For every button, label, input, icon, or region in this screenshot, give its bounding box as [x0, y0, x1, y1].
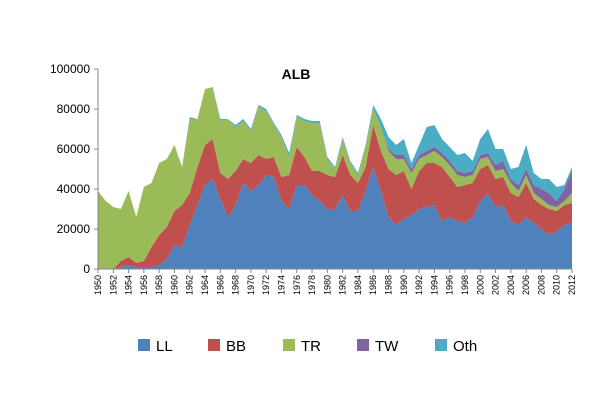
- legend: LL BB TR TW Oth: [138, 338, 477, 355]
- chart-title: ALB: [282, 66, 311, 82]
- series-area-ll: [98, 167, 572, 269]
- legend-swatch: [357, 339, 369, 351]
- y-tick-label: 100000: [50, 62, 90, 76]
- x-tick-label: 2000: [475, 275, 485, 295]
- x-tick-label: 2004: [506, 275, 516, 295]
- x-tick-label: 1964: [200, 275, 210, 295]
- x-axis-ticks: 1950 1952 1954 1956 1958 1960 1962 1964 1966 1968…: [93, 269, 577, 295]
- legend-item-tr: TR: [283, 338, 321, 355]
- x-tick-label: 2010: [552, 275, 562, 295]
- x-tick-label: 1960: [169, 275, 179, 295]
- legend-label: TR: [301, 338, 321, 355]
- x-tick-label: 1980: [322, 275, 332, 295]
- x-tick-label: 1996: [445, 275, 455, 295]
- legend-label: TW: [375, 338, 399, 355]
- axes: [97, 69, 572, 270]
- x-tick-label: 1976: [292, 275, 302, 295]
- legend-label: LL: [156, 338, 173, 355]
- x-tick-label: 1968: [231, 275, 241, 295]
- x-tick-label: 1986: [368, 275, 378, 295]
- x-tick-label: 2008: [536, 275, 546, 295]
- y-tick-label: 80000: [57, 102, 91, 116]
- legend-swatch: [435, 339, 447, 351]
- x-tick-label: 1958: [154, 275, 164, 295]
- x-tick-label: 1950: [93, 275, 103, 295]
- x-tick-label: 2006: [521, 275, 531, 295]
- y-tick-label: 0: [83, 262, 90, 276]
- series-area-tr: [98, 87, 572, 269]
- x-tick-label: 1970: [246, 275, 256, 295]
- y-tick-label: 60000: [57, 142, 91, 156]
- x-tick-label: 1990: [399, 275, 409, 295]
- x-tick-label: 1992: [414, 275, 424, 295]
- series-areas: [98, 87, 572, 269]
- y-tick-label: 40000: [57, 182, 91, 196]
- x-tick-label: 1982: [338, 275, 348, 295]
- x-tick-label: 1978: [307, 275, 317, 295]
- x-tick-label: 1994: [429, 275, 439, 295]
- legend-swatch: [208, 339, 220, 351]
- legend-label: BB: [226, 338, 246, 355]
- x-tick-label: 1952: [108, 275, 118, 295]
- legend-item-tw: TW: [357, 338, 399, 355]
- legend-swatch: [138, 339, 150, 351]
- x-tick-label: 1988: [384, 275, 394, 295]
- x-tick-label: 1966: [215, 275, 225, 295]
- series-area-oth: [98, 87, 572, 217]
- series-area-bb: [98, 125, 572, 269]
- x-tick-label: 1962: [185, 275, 195, 295]
- legend-item-ll: LL: [138, 338, 173, 355]
- x-tick-label: 1954: [124, 275, 134, 295]
- legend-item-bb: BB: [208, 338, 246, 355]
- legend-item-oth: Oth: [435, 338, 477, 355]
- x-tick-label: 1974: [276, 275, 286, 295]
- y-axis-ticks: 0 20000 40000 60000 80000 100000: [50, 62, 98, 276]
- y-tick-label: 20000: [57, 222, 91, 236]
- x-tick-label: 1956: [139, 275, 149, 295]
- x-tick-label: 2012: [567, 275, 577, 295]
- x-tick-label: 2002: [491, 275, 501, 295]
- legend-label: Oth: [453, 338, 477, 355]
- x-tick-label: 1998: [460, 275, 470, 295]
- legend-swatch: [283, 339, 295, 351]
- x-tick-label: 1972: [261, 275, 271, 295]
- x-tick-label: 1984: [353, 275, 363, 295]
